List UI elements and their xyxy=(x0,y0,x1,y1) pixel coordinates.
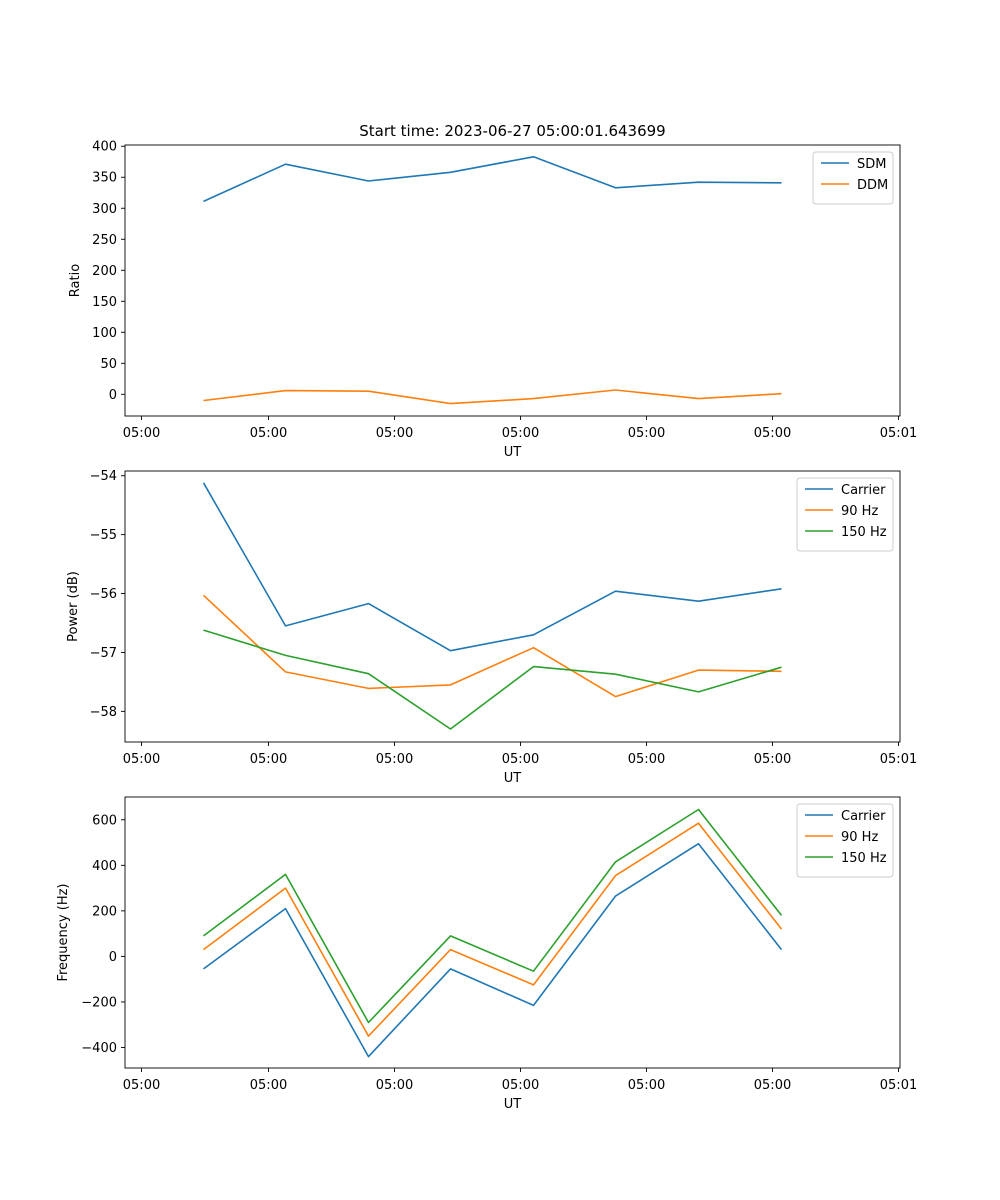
chart-title: Start time: 2023-06-27 05:00:01.643699 xyxy=(359,122,665,140)
x-tick-label: 05:00 xyxy=(250,752,287,767)
x-tick-label: 05:00 xyxy=(502,752,539,767)
y-axis-label: Power (dB) xyxy=(66,571,81,642)
x-tick-label: 05:00 xyxy=(754,1078,791,1093)
x-tick-label: 05:00 xyxy=(250,1078,287,1093)
y-tick-label: −55 xyxy=(90,528,117,543)
x-tick-label: 05:00 xyxy=(123,426,160,441)
x-tick-label: 05:00 xyxy=(376,426,413,441)
legend-box xyxy=(796,477,894,552)
y-tick-label: −400 xyxy=(81,1041,117,1056)
y-tick-label: 50 xyxy=(100,357,117,372)
x-tick-label: 05:00 xyxy=(250,426,287,441)
series-line-ddm xyxy=(203,389,782,405)
x-tick-label: 05:00 xyxy=(376,1078,413,1093)
legend: Carrier 90 Hz 150 Hz xyxy=(796,477,894,552)
y-tick-label: 200 xyxy=(92,904,117,919)
legend: SDM DDM xyxy=(812,151,894,205)
x-tick-label: 05:00 xyxy=(754,752,791,767)
x-tick-label: 05:01 xyxy=(880,752,917,767)
x-axis-label: UT xyxy=(504,771,522,786)
y-axis-label: Frequency (Hz) xyxy=(56,883,71,981)
legend-label: Carrier xyxy=(841,809,886,824)
axes-frame xyxy=(124,470,901,743)
y-tick-label: −200 xyxy=(81,995,117,1010)
y-tick-label: −58 xyxy=(90,705,117,720)
series-line-150-hz xyxy=(203,808,783,1024)
x-tick-label: 05:01 xyxy=(880,1078,917,1093)
y-tick-label: 250 xyxy=(92,233,117,248)
x-tick-label: 05:00 xyxy=(628,752,665,767)
chart-panel-2: 05:00 05:00 05:00 05:00 05:00 05:00 05:01 −58 −5… xyxy=(66,469,917,786)
x-tick-label: 05:00 xyxy=(754,426,791,441)
legend-label: Carrier xyxy=(841,483,886,498)
x-tick-label: 05:01 xyxy=(880,426,917,441)
chart-panel-1: Start time: 2023-06-27 05:00:01.64369905… xyxy=(68,122,917,460)
y-tick-label: 400 xyxy=(92,140,117,155)
series-line-sdm xyxy=(203,156,782,203)
y-tick-label: 100 xyxy=(92,326,117,341)
legend-box xyxy=(796,803,894,878)
y-tick-label: 0 xyxy=(109,388,117,403)
legend: Carrier 90 Hz 150 Hz xyxy=(796,803,894,878)
y-tick-label: 300 xyxy=(92,202,117,217)
legend-label: 90 Hz xyxy=(841,830,878,845)
y-tick-label: −57 xyxy=(90,646,117,661)
x-tick-label: 05:00 xyxy=(376,752,413,767)
y-axis-label: Ratio xyxy=(68,264,83,297)
y-tick-label: 350 xyxy=(92,171,117,186)
y-tick-label: 400 xyxy=(92,859,117,874)
series-line-90-hz xyxy=(202,594,782,698)
legend-label: 150 Hz xyxy=(841,851,887,866)
series-line-carrier xyxy=(203,842,783,1058)
x-tick-label: 05:00 xyxy=(502,426,539,441)
y-tick-label: 0 xyxy=(109,950,117,965)
x-tick-label: 05:00 xyxy=(123,1078,160,1093)
x-axis-label: UT xyxy=(504,445,522,460)
x-tick-label: 05:00 xyxy=(628,1078,665,1093)
y-tick-label: −56 xyxy=(90,587,117,602)
axes-frame xyxy=(124,796,901,1069)
y-tick-label: 600 xyxy=(92,813,117,828)
x-tick-label: 05:00 xyxy=(628,426,665,441)
x-tick-label: 05:00 xyxy=(123,752,160,767)
axes-frame xyxy=(124,144,901,417)
chart-panel-3: 05:00 05:00 05:00 05:00 05:00 05:00 05:01 −400 −… xyxy=(56,796,917,1112)
legend-label: 90 Hz xyxy=(841,504,878,519)
x-tick-label: 05:00 xyxy=(502,1078,539,1093)
legend-label: 150 Hz xyxy=(841,525,887,540)
y-tick-label: −54 xyxy=(90,469,117,484)
x-axis-label: UT xyxy=(504,1097,522,1112)
series-line-carrier xyxy=(202,482,782,652)
y-tick-label: 200 xyxy=(92,264,117,279)
legend-label: DDM xyxy=(857,178,888,193)
legend-box xyxy=(812,151,894,205)
series-line-90-hz xyxy=(203,822,783,1037)
series-line-150-hz xyxy=(203,629,782,730)
y-tick-label: 150 xyxy=(92,295,117,310)
legend-label: SDM xyxy=(857,157,886,172)
